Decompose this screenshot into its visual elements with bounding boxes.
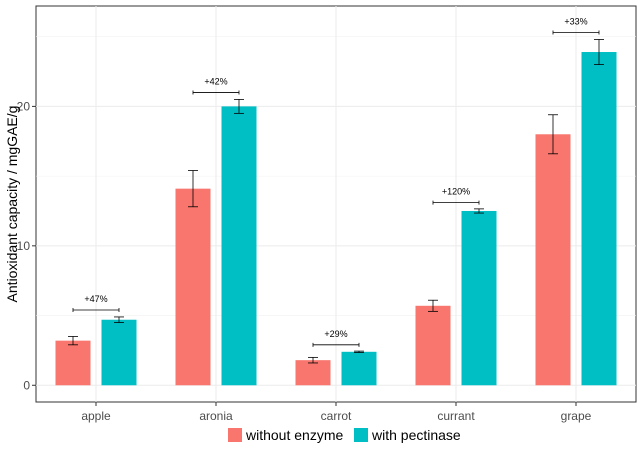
bar-grape-without-enzyme — [535, 134, 571, 386]
error-bar-grape-0 — [548, 114, 558, 155]
error-bar-apple-1 — [114, 316, 124, 323]
legend-item-with-pectinase: with pectinase — [354, 427, 461, 443]
annotation-grape: +33% — [552, 16, 600, 35]
y-tick-label: 0 — [23, 378, 30, 392]
annotation-label: +33% — [564, 16, 587, 26]
error-bar-currant-1 — [474, 208, 484, 214]
bar-carrot-without-enzyme — [295, 360, 331, 386]
annotation-label: +120% — [442, 187, 470, 197]
x-axis: apple aronia carrot currant grape — [81, 402, 592, 423]
y-tick-label: 20 — [17, 99, 31, 113]
bar-apple-with-pectinase — [101, 319, 137, 386]
bars-group — [55, 52, 617, 386]
error-bar-aronia-0 — [188, 170, 198, 208]
annotations-group: +47% +42% +29% +120% +33% — [72, 16, 600, 347]
y-axis: 0 10 20 — [17, 99, 36, 392]
annotation-apple: +47% — [72, 294, 120, 312]
annotation-carrot: +29% — [312, 329, 360, 347]
error-bar-carrot-1 — [354, 350, 364, 353]
bar-carrot-with-pectinase — [341, 351, 377, 386]
bar-grape-with-pectinase — [581, 52, 617, 386]
error-bar-aronia-1 — [234, 99, 244, 114]
legend: without enzyme with pectinase — [228, 427, 461, 443]
legend-swatch — [354, 428, 368, 442]
y-tick-label: 10 — [17, 239, 31, 253]
bar-apple-without-enzyme — [55, 340, 91, 386]
x-tick-label: carrot — [321, 409, 352, 423]
x-tick-label: grape — [561, 409, 592, 423]
annotation-label: +42% — [204, 76, 227, 86]
y-axis-title: Antioxidant capacity / mgGAE/g — [4, 106, 20, 303]
legend-item-without-enzyme: without enzyme — [228, 427, 343, 443]
error-bars-group — [68, 39, 604, 364]
x-tick-label: aronia — [199, 409, 233, 423]
error-bar-carrot-0 — [308, 356, 318, 364]
bar-aronia-with-pectinase — [221, 106, 257, 386]
legend-label: without enzyme — [245, 427, 343, 443]
x-tick-label: apple — [81, 409, 111, 423]
annotation-aronia: +42% — [192, 76, 240, 95]
annotation-label: +47% — [84, 294, 107, 304]
error-bar-apple-0 — [68, 336, 78, 346]
error-bar-currant-0 — [428, 299, 438, 312]
bar-currant-with-pectinase — [461, 210, 497, 386]
bar-currant-without-enzyme — [415, 305, 451, 386]
error-bar-grape-1 — [594, 39, 604, 65]
legend-label: with pectinase — [371, 427, 461, 443]
bar-aronia-without-enzyme — [175, 188, 211, 386]
annotation-currant: +120% — [432, 187, 480, 205]
annotation-label: +29% — [324, 329, 347, 339]
x-tick-label: currant — [437, 409, 475, 423]
legend-swatch — [228, 428, 242, 442]
